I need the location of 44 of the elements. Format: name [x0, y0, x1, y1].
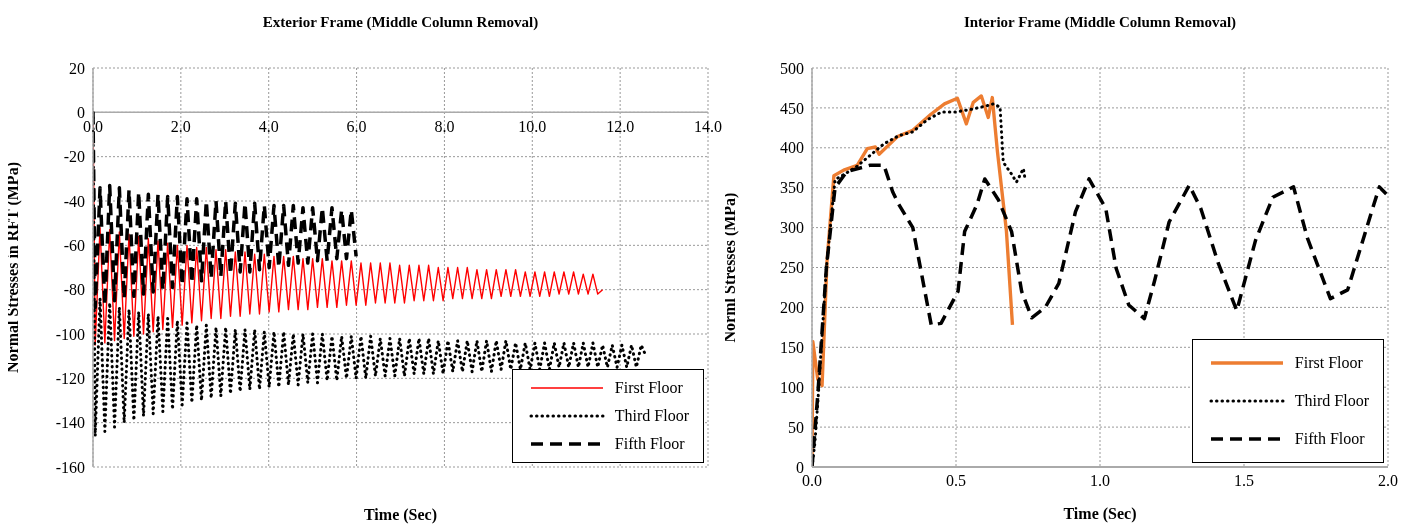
x-tick-label: 0.5 [946, 472, 966, 490]
x-tick-label: 2.0 [170, 118, 191, 136]
x-tick-label: 0.0 [83, 118, 103, 136]
y-tick-label: 200 [780, 299, 804, 317]
y-tick-label: -160 [55, 458, 85, 476]
y-tick-label: -100 [55, 325, 85, 343]
y-tick-label: 0 [796, 458, 804, 476]
legend-label: First Floor [1294, 354, 1363, 372]
x-tick-label: 0.0 [802, 472, 822, 490]
y-tick-label: 250 [780, 259, 804, 277]
legend-label: Third Floor [1294, 392, 1369, 410]
x-tick-label: 1.5 [1234, 472, 1254, 490]
y-tick-label: -80 [63, 281, 85, 299]
y-tick-label: 50 [788, 418, 804, 436]
y-tick-label: -20 [63, 148, 85, 166]
legend-label: Third Floor [614, 407, 689, 425]
legend-label: Fifth Floor [614, 435, 685, 453]
x-tick-label: 6.0 [346, 118, 367, 136]
x-tick-label: 4.0 [258, 118, 279, 136]
y-tick-label: -120 [55, 370, 85, 388]
x-tick-label: 1.0 [1090, 472, 1110, 490]
y-tick-label: -140 [55, 414, 85, 432]
x-tick-label: 14.0 [694, 118, 722, 136]
x-tick-label: 8.0 [434, 118, 455, 136]
legend-label: Fifth Floor [1294, 430, 1365, 448]
x-tick-label: 12.0 [606, 118, 635, 136]
y-tick-label: 150 [780, 338, 804, 356]
x-tick-label: 2.0 [1378, 472, 1398, 490]
chart-title: Interior Frame (Middle Column Removal) [962, 14, 1238, 31]
y-tick-label: 100 [780, 378, 804, 396]
y-tick-label: 300 [780, 219, 804, 237]
y-tick-label: 350 [780, 179, 804, 197]
legend-label: First Floor [614, 379, 683, 397]
y-tick-label: 400 [780, 139, 804, 157]
y-tick-label: 20 [69, 59, 85, 77]
x-tick-label: 10.0 [518, 118, 547, 136]
y-tick-label: 500 [780, 59, 804, 77]
x-axis-title: Time (Sec) [363, 506, 438, 524]
y-tick-label: 0 [77, 104, 85, 122]
x-axis-title: Time (Sec) [1062, 505, 1138, 523]
chart-title: Exterior Frame (Middle Column Removal) [261, 14, 540, 31]
y-tick-label: -60 [63, 237, 85, 255]
y-tick-label: -40 [63, 192, 85, 210]
y-tick-label: 450 [780, 99, 804, 117]
